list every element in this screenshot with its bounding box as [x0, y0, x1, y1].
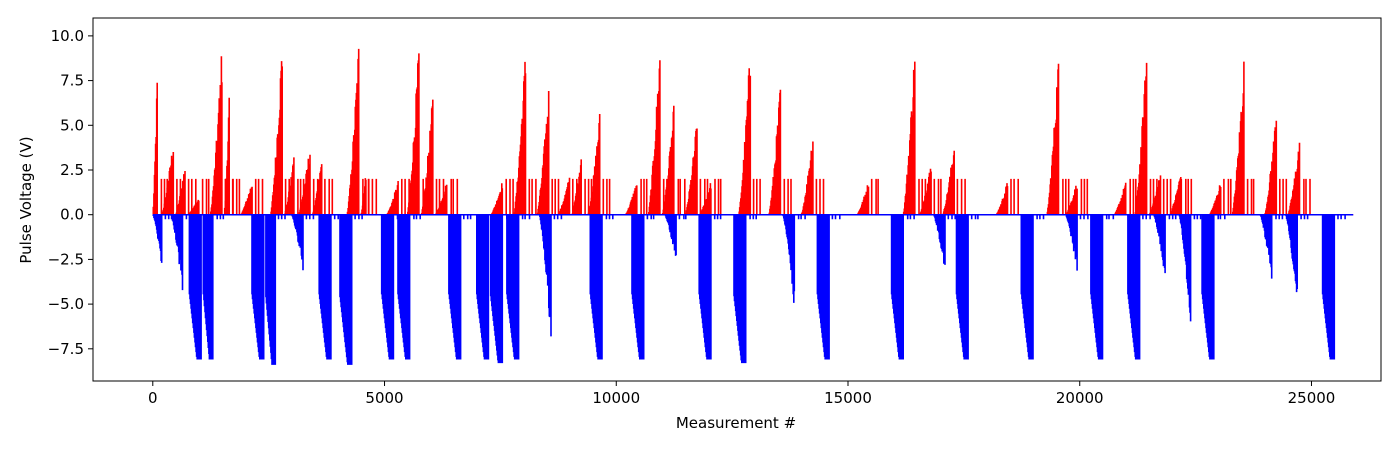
positive-pulse-burst	[223, 97, 241, 215]
negative-pulse-burst	[506, 214, 531, 360]
positive-pulse-burst	[1046, 63, 1070, 215]
positive-pulse-burst	[434, 178, 459, 215]
positive-pulse-burst	[420, 99, 445, 215]
positive-pulse-burst	[298, 154, 322, 215]
y-tick-label: 7.5	[60, 72, 84, 90]
negative-pulse-burst	[890, 214, 915, 360]
negative-pulse-burst	[816, 214, 841, 360]
x-axis-label: Measurement #	[676, 414, 796, 432]
negative-pulse-burst	[397, 214, 421, 360]
y-tick-label: 5.0	[60, 116, 84, 134]
negative-pulse-burst	[1090, 214, 1115, 360]
negative-pulse-burst	[782, 214, 806, 303]
x-tick-label: 15000	[824, 389, 872, 407]
negative-pulse-burst	[170, 214, 194, 291]
negative-pulse-burst	[589, 214, 614, 360]
positive-pulse-burst	[685, 128, 709, 215]
x-tick-label: 10000	[592, 389, 640, 407]
negative-pulse-burst	[265, 214, 286, 365]
negative-pulse-burst	[1153, 214, 1177, 274]
positive-pulse-burst	[571, 159, 593, 215]
y-axis-label: Pulse Voltage (V)	[17, 136, 35, 263]
positive-pulse-burst	[587, 114, 611, 215]
positive-pulse-burst	[738, 68, 761, 215]
negative-pulse-burst	[1065, 214, 1089, 271]
negative-pulse-burst	[1127, 214, 1151, 360]
positive-pulse-burst	[661, 105, 686, 215]
negative-pulse-burst	[202, 214, 225, 360]
x-tick-label: 0	[148, 389, 158, 407]
y-tick-label: 10.0	[51, 27, 84, 45]
axes-frame	[92, 17, 1382, 382]
positive-pulse-burst	[407, 53, 431, 215]
negative-pulse-burst	[152, 214, 173, 263]
y-tick-label: −5.0	[48, 295, 84, 313]
negative-pulse-burst	[1285, 214, 1309, 293]
y-tick-label: 0.0	[60, 206, 84, 224]
positive-pulse-burst	[346, 48, 370, 215]
negative-pulse-burst	[318, 214, 342, 360]
positive-pulse-burst	[1134, 62, 1158, 215]
x-tick-label: 20000	[1056, 389, 1104, 407]
x-tick-label: 5000	[365, 389, 403, 407]
negative-pulse-burst	[539, 214, 563, 337]
positive-pulse-burst	[995, 178, 1019, 215]
negative-pulse-burst	[698, 214, 722, 360]
positive-pulse-burst	[161, 152, 186, 215]
x-tick-label: 25000	[1288, 389, 1336, 407]
positive-pulse-burst	[175, 171, 197, 215]
positive-pulse-burst	[1264, 120, 1288, 215]
y-tick-label: −7.5	[48, 340, 84, 358]
positive-pulse-burst	[270, 61, 294, 215]
positive-pulse-burst	[1287, 142, 1311, 215]
positive-pulse-burst	[513, 61, 537, 215]
negative-pulse-burst	[1201, 214, 1226, 360]
positive-pulse-burst	[902, 61, 927, 215]
negative-pulse-burst	[1020, 214, 1045, 360]
negative-pulse-burst	[448, 214, 472, 360]
plot-area	[152, 48, 1354, 365]
y-tick-label: −2.5	[48, 250, 84, 268]
negative-pulse-burst	[1259, 214, 1284, 279]
negative-pulse-burst	[631, 214, 655, 360]
y-tick-label: 2.5	[60, 161, 84, 179]
positive-pulse-burst	[312, 164, 334, 215]
positive-pulse-burst	[942, 150, 966, 215]
positive-pulse-burst	[536, 91, 560, 215]
positive-pulse-burst	[360, 178, 378, 215]
negative-pulse-burst	[664, 214, 687, 256]
positive-pulse-burst	[648, 60, 671, 215]
negative-pulse-burst	[933, 214, 956, 265]
positive-pulse-burst	[152, 82, 168, 215]
negative-pulse-burst	[1321, 214, 1346, 360]
axes: 0 5000 10000 15000 20000 25000 −7.5 −5.0 −2.5 0.0…	[48, 17, 1382, 407]
positive-pulse-burst	[768, 89, 792, 215]
negative-pulse-burst	[733, 214, 757, 364]
negative-pulse-burst	[339, 214, 363, 365]
positive-pulse-burst	[284, 157, 305, 215]
negative-pulse-burst	[1178, 214, 1202, 322]
negative-pulse-burst	[955, 214, 979, 360]
negative-pulse-burst	[291, 214, 315, 271]
positive-pulse-burst	[1169, 177, 1193, 215]
positive-pulse-burst	[800, 141, 825, 215]
positive-pulse-burst	[919, 168, 942, 215]
positive-pulse-burst	[1232, 61, 1255, 215]
